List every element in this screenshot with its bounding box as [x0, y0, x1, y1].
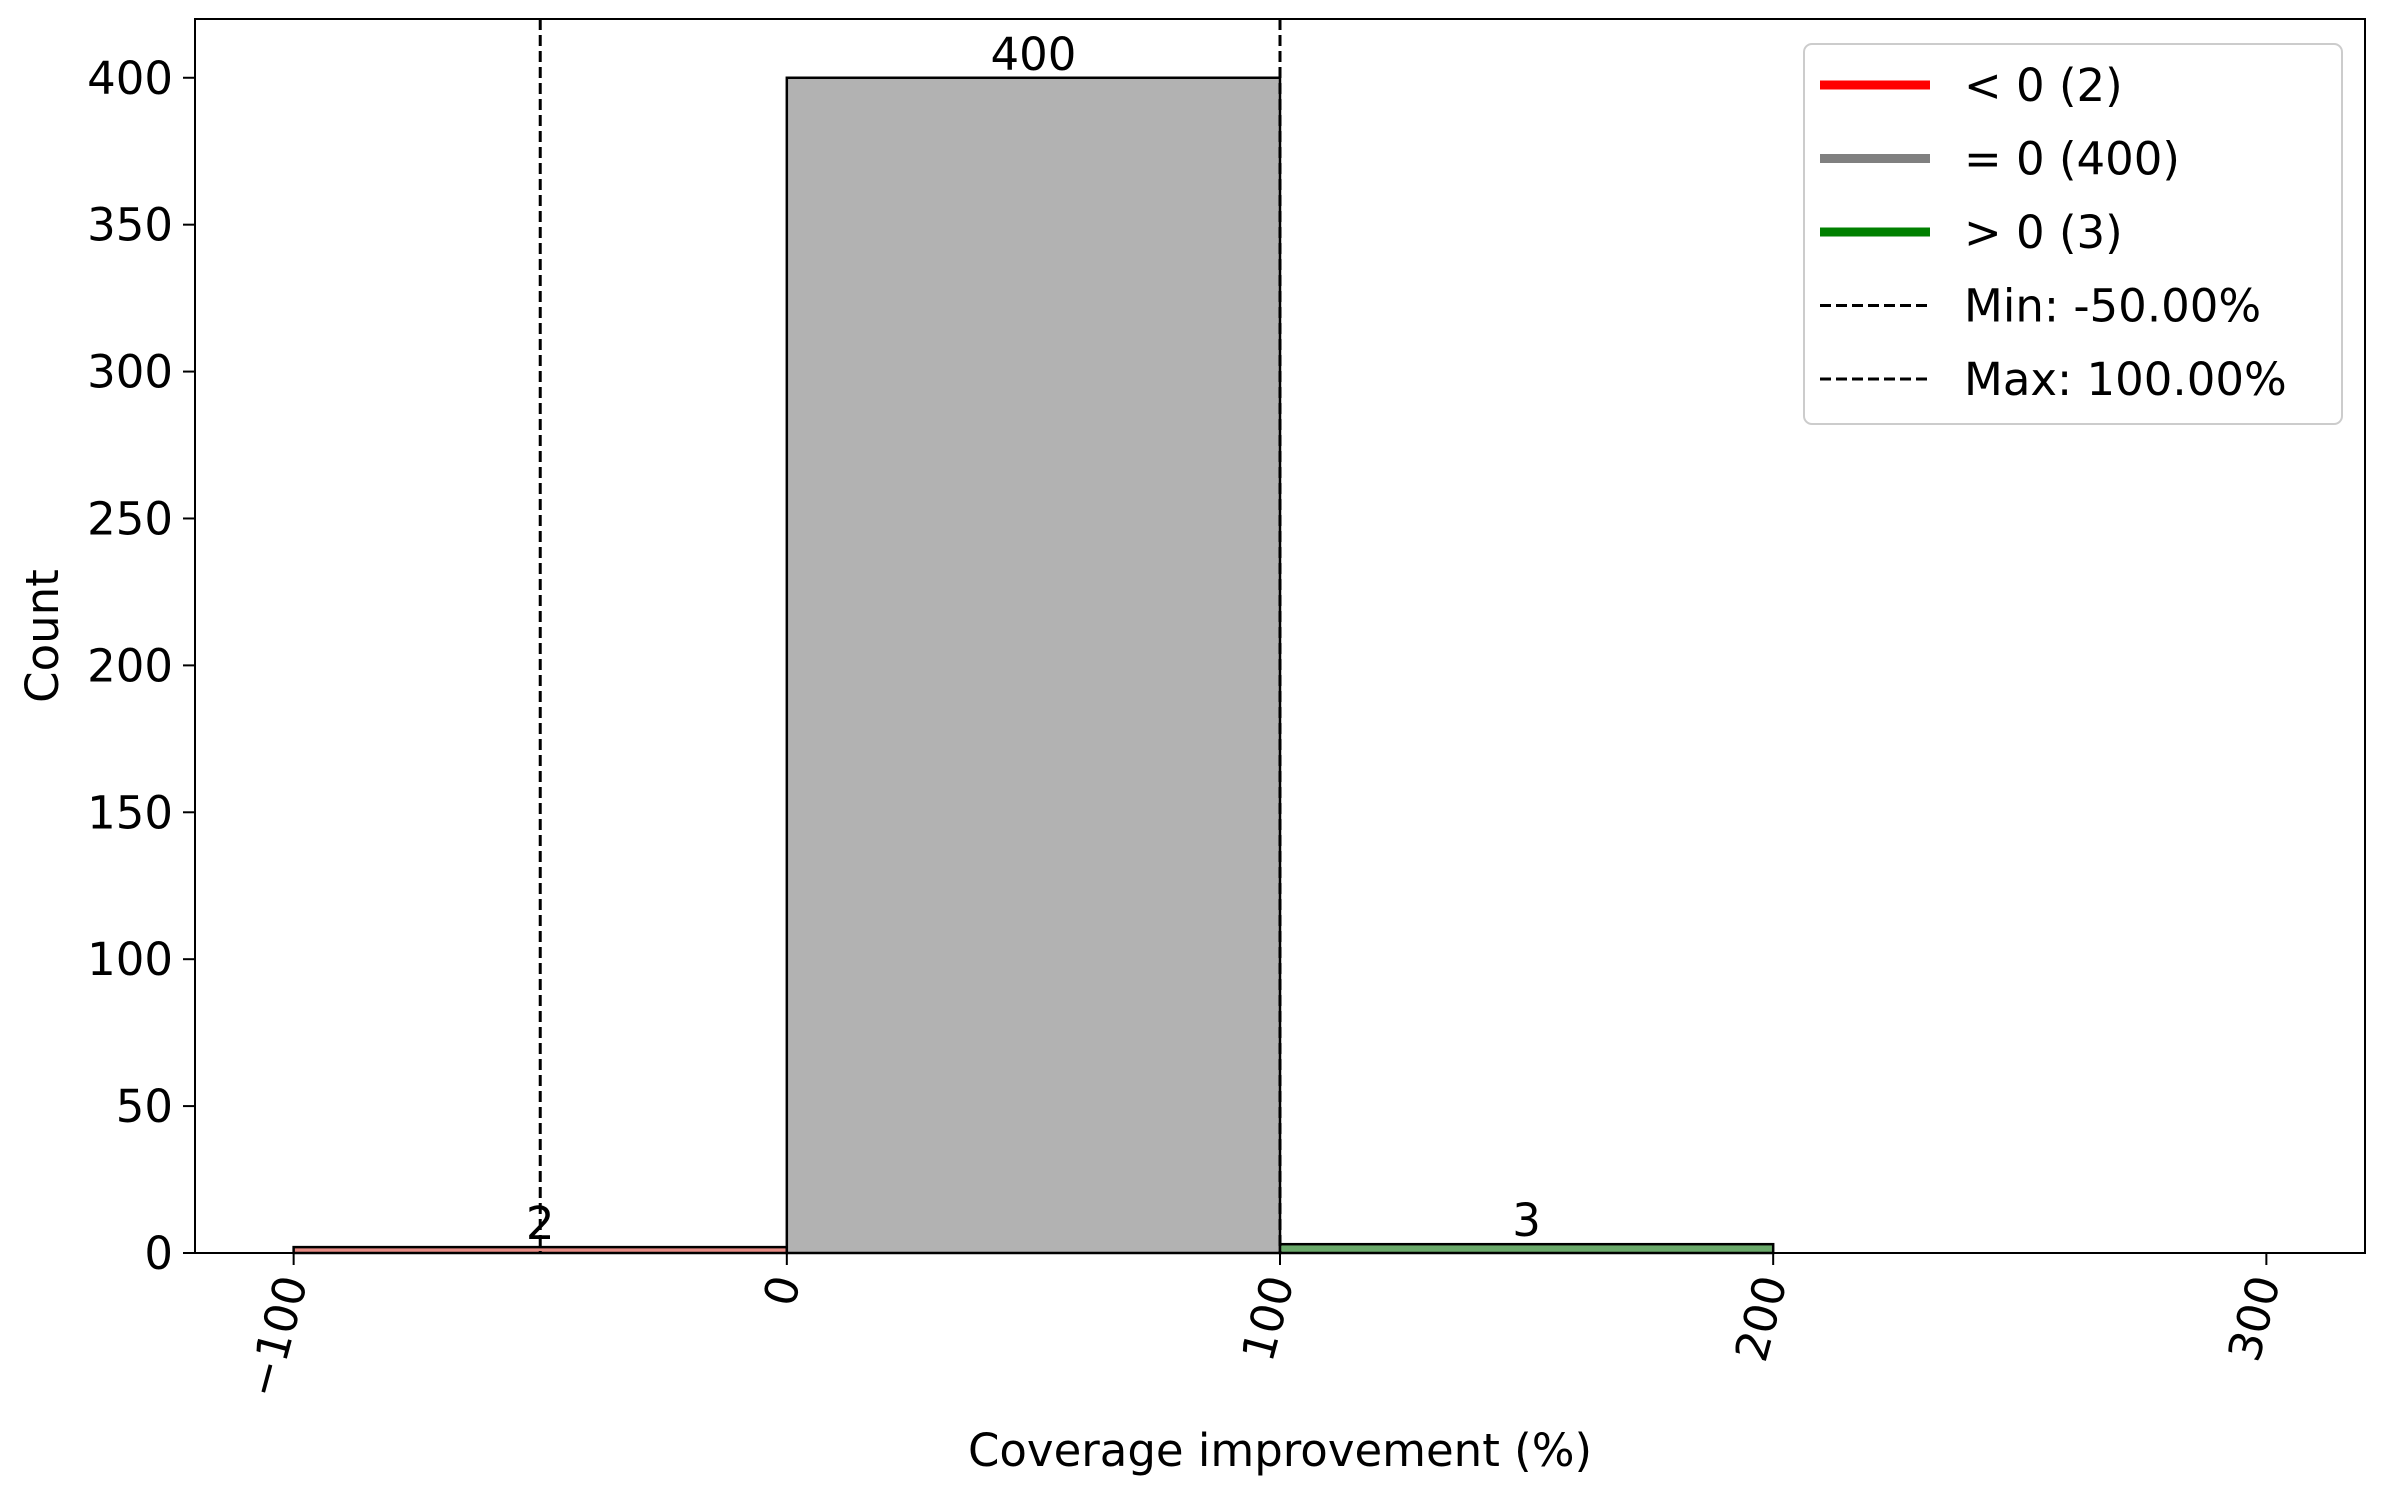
y-tick-label-4: 200	[87, 639, 173, 692]
legend-label-2: > 0 (3)	[1964, 206, 2123, 259]
x-tick-label-1: 0	[753, 1270, 812, 1311]
y-tick-label-0: 0	[144, 1227, 173, 1280]
legend-box	[1803, 43, 2343, 425]
x-axis-label: Coverage improvement (%)	[968, 1424, 1592, 1477]
x-tick-label-2: 100	[1231, 1270, 1304, 1367]
bars-layer	[292, 76, 1775, 1255]
y-tick-label-6: 300	[87, 346, 173, 399]
bar-value-label-0: 2	[526, 1197, 555, 1250]
y-tick-label-5: 250	[87, 492, 173, 545]
y-tick-label-2: 100	[87, 933, 173, 986]
legend-label-4: Max: 100.00%	[1964, 353, 2287, 406]
histogram-bar-1	[785, 76, 1282, 1255]
bar-value-label-1: 400	[990, 28, 1076, 81]
y-axis-label: Count	[16, 569, 69, 703]
y-tick-label-7: 350	[87, 199, 173, 252]
bar-labels: 2 400 3	[526, 28, 1541, 1250]
reference-lines	[538, 19, 1282, 1253]
legend: < 0 (2) = 0 (400) > 0 (3) Min: -50.00% Max: …	[1803, 43, 2343, 425]
legend-label-0: < 0 (2)	[1964, 59, 2123, 112]
y-tick-label-8: 400	[87, 52, 173, 105]
x-axis: −100 0 100 200 300	[235, 1253, 2291, 1403]
x-tick-label-3: 200	[1724, 1270, 1797, 1367]
y-tick-label-3: 150	[87, 786, 173, 839]
legend-label-1: = 0 (400)	[1964, 133, 2180, 186]
legend-label-3: Min: -50.00%	[1964, 280, 2261, 333]
y-tick-label-1: 50	[116, 1080, 173, 1133]
y-axis: 0 50 100 150 200 250 300 350 400	[87, 52, 195, 1280]
bar-value-label-2: 3	[1512, 1194, 1541, 1247]
x-tick-label-4: 300	[2218, 1270, 2291, 1367]
x-tick-label-0: −100	[235, 1270, 318, 1403]
